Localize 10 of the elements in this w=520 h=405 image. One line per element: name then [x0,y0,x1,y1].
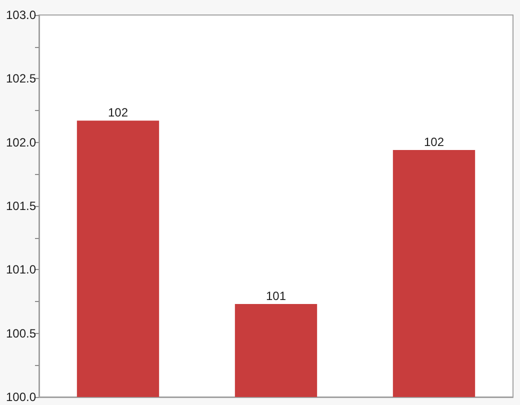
y-tick-label: 102.5 [6,72,36,86]
y-tick-label: 101.0 [6,262,36,277]
data-label: 101 [266,289,286,304]
data-label: 102 [424,134,444,149]
y-tick-label: 100.5 [6,326,36,340]
y-tick-label: 103.0 [6,8,36,22]
y-tick-label: 101.5 [6,199,36,213]
y-tick-label: 102.0 [6,135,36,150]
data-label: 102 [108,106,128,120]
y-tick-label: 100.0 [6,390,36,404]
